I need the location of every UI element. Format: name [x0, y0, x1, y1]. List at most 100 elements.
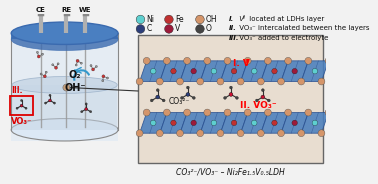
Circle shape: [197, 78, 204, 85]
Circle shape: [136, 25, 145, 33]
Circle shape: [237, 78, 244, 85]
Polygon shape: [11, 33, 118, 141]
Polygon shape: [180, 61, 207, 82]
Polygon shape: [220, 61, 248, 82]
Circle shape: [171, 68, 176, 74]
Circle shape: [186, 93, 190, 96]
Circle shape: [156, 89, 159, 92]
Circle shape: [292, 68, 297, 74]
Text: RE: RE: [61, 7, 71, 13]
Circle shape: [197, 130, 204, 137]
Circle shape: [325, 57, 332, 64]
Circle shape: [102, 80, 104, 82]
FancyBboxPatch shape: [138, 35, 323, 162]
Circle shape: [272, 68, 277, 74]
Text: CO₃²⁻: CO₃²⁻: [169, 97, 190, 106]
Circle shape: [235, 96, 239, 99]
Circle shape: [318, 130, 325, 137]
Text: II. VO₃⁻: II. VO₃⁻: [240, 101, 276, 110]
Polygon shape: [281, 113, 308, 133]
Circle shape: [217, 130, 224, 137]
Text: located at LDHs layer: located at LDHs layer: [247, 16, 325, 22]
Circle shape: [285, 109, 291, 116]
Text: V: V: [175, 24, 180, 33]
Text: III.: III.: [228, 35, 239, 40]
Circle shape: [63, 84, 70, 91]
Circle shape: [25, 107, 27, 109]
Circle shape: [277, 130, 285, 137]
Text: OH⁻: OH⁻: [64, 83, 86, 93]
Circle shape: [90, 65, 92, 67]
Circle shape: [156, 95, 160, 99]
Ellipse shape: [11, 118, 118, 141]
Circle shape: [231, 68, 237, 74]
Circle shape: [229, 86, 232, 89]
Circle shape: [107, 77, 108, 79]
Circle shape: [180, 96, 183, 99]
Circle shape: [256, 99, 258, 102]
Circle shape: [251, 68, 257, 74]
Ellipse shape: [11, 22, 118, 45]
Circle shape: [237, 130, 244, 137]
Text: III.: III.: [11, 86, 23, 95]
Circle shape: [80, 62, 82, 64]
Circle shape: [42, 53, 43, 55]
Polygon shape: [139, 61, 167, 82]
Polygon shape: [301, 61, 328, 82]
Text: CO₃²⁻/VO₃⁻ – Ni₂Fe₁.₅V₀.₅LDH: CO₃²⁻/VO₃⁻ – Ni₂Fe₁.₅V₀.₅LDH: [176, 168, 285, 177]
Circle shape: [186, 86, 189, 89]
Text: V: V: [237, 16, 244, 22]
Circle shape: [184, 109, 191, 116]
Ellipse shape: [12, 77, 117, 93]
Circle shape: [251, 120, 257, 126]
Circle shape: [150, 99, 153, 102]
Text: VO₃⁻ added to electrolyte: VO₃⁻ added to electrolyte: [237, 35, 328, 40]
Polygon shape: [139, 113, 167, 133]
Polygon shape: [11, 33, 118, 39]
Circle shape: [196, 25, 204, 33]
Circle shape: [45, 102, 46, 104]
Circle shape: [292, 120, 297, 126]
Polygon shape: [160, 61, 187, 82]
Circle shape: [52, 64, 54, 66]
Circle shape: [45, 71, 47, 73]
Text: Ni: Ni: [147, 15, 155, 24]
Text: C: C: [147, 24, 152, 33]
Circle shape: [136, 78, 143, 85]
Circle shape: [48, 99, 51, 102]
Circle shape: [171, 120, 176, 126]
Text: VO₃⁻ intercalated between the layers: VO₃⁻ intercalated between the layers: [237, 25, 369, 31]
Polygon shape: [180, 113, 207, 133]
Text: OH: OH: [206, 15, 218, 24]
Circle shape: [325, 109, 332, 116]
Circle shape: [102, 75, 105, 78]
Circle shape: [150, 68, 156, 74]
Circle shape: [305, 109, 312, 116]
Circle shape: [156, 78, 163, 85]
Text: O: O: [206, 24, 212, 33]
Polygon shape: [220, 113, 248, 133]
Circle shape: [298, 130, 305, 137]
Circle shape: [211, 68, 217, 74]
Circle shape: [163, 109, 170, 116]
Circle shape: [192, 96, 195, 99]
Circle shape: [91, 68, 94, 71]
Circle shape: [257, 78, 264, 85]
Circle shape: [163, 57, 170, 64]
Circle shape: [150, 120, 156, 126]
Circle shape: [184, 57, 191, 64]
Circle shape: [81, 111, 83, 113]
Circle shape: [40, 73, 42, 75]
Circle shape: [54, 66, 57, 69]
Circle shape: [76, 59, 79, 62]
Circle shape: [90, 111, 92, 113]
Text: WE: WE: [79, 7, 91, 13]
Polygon shape: [241, 113, 268, 133]
Text: II.: II.: [228, 25, 236, 31]
Circle shape: [191, 120, 197, 126]
Circle shape: [177, 78, 183, 85]
Polygon shape: [261, 61, 288, 82]
Circle shape: [75, 64, 77, 66]
Circle shape: [224, 57, 231, 64]
Circle shape: [95, 66, 98, 68]
